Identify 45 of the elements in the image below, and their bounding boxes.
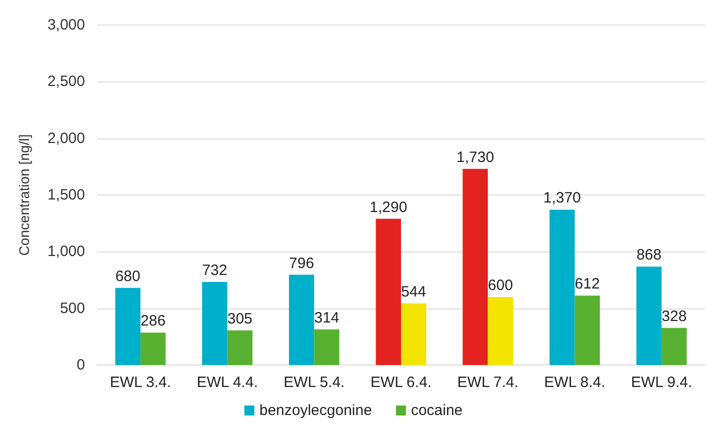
y-axis-title: Concentration [ng/l] <box>16 134 32 256</box>
x-tick-label: EWL 3.4. <box>110 374 171 391</box>
bar <box>488 297 514 365</box>
data-label: 680 <box>115 268 140 285</box>
data-label: 600 <box>488 277 513 294</box>
bar <box>288 274 314 365</box>
data-label: 314 <box>314 309 340 326</box>
data-label: 1,730 <box>456 148 494 166</box>
data-label: 328 <box>662 308 687 325</box>
bar <box>376 218 401 365</box>
bar <box>636 266 662 365</box>
data-label: 305 <box>227 310 252 328</box>
x-tick-label: EWL 7.4. <box>457 374 518 391</box>
bar <box>574 296 600 365</box>
x-tick-label: EWL 9.4. <box>631 374 692 391</box>
y-tick-label: 1,000 <box>47 243 85 260</box>
y-tick-label: 2,500 <box>47 73 85 90</box>
data-label: 732 <box>202 262 228 280</box>
y-tick-label: 500 <box>60 300 85 317</box>
bar <box>227 330 252 365</box>
y-tick-label: 2,000 <box>47 130 85 147</box>
bar <box>115 288 140 365</box>
legend-label: benzoylecgonine <box>259 402 372 419</box>
data-label: 1,370 <box>543 190 581 207</box>
legend-label: cocaine <box>410 402 463 419</box>
bar <box>314 329 340 365</box>
bar <box>662 328 687 365</box>
data-label: 286 <box>140 312 166 330</box>
bar <box>550 210 575 365</box>
y-tick-label: 0 <box>76 356 85 374</box>
data-label: 1,290 <box>370 198 408 216</box>
x-tick-label: EWL 5.4. <box>284 374 345 391</box>
bar <box>462 168 488 365</box>
bar <box>202 282 228 365</box>
data-label: 612 <box>574 276 600 293</box>
y-tick-label: 3,000 <box>47 16 85 34</box>
y-tick-label: 1,500 <box>47 186 85 204</box>
data-label: 868 <box>636 246 662 264</box>
x-tick-label: EWL 6.4. <box>370 374 432 391</box>
bar <box>401 303 426 365</box>
data-label: 544 <box>401 283 426 300</box>
x-tick-label: EWL 8.4. <box>544 374 606 391</box>
data-label: 796 <box>289 254 314 272</box>
x-tick-label: EWL 4.4. <box>196 374 258 391</box>
bar <box>140 332 166 365</box>
